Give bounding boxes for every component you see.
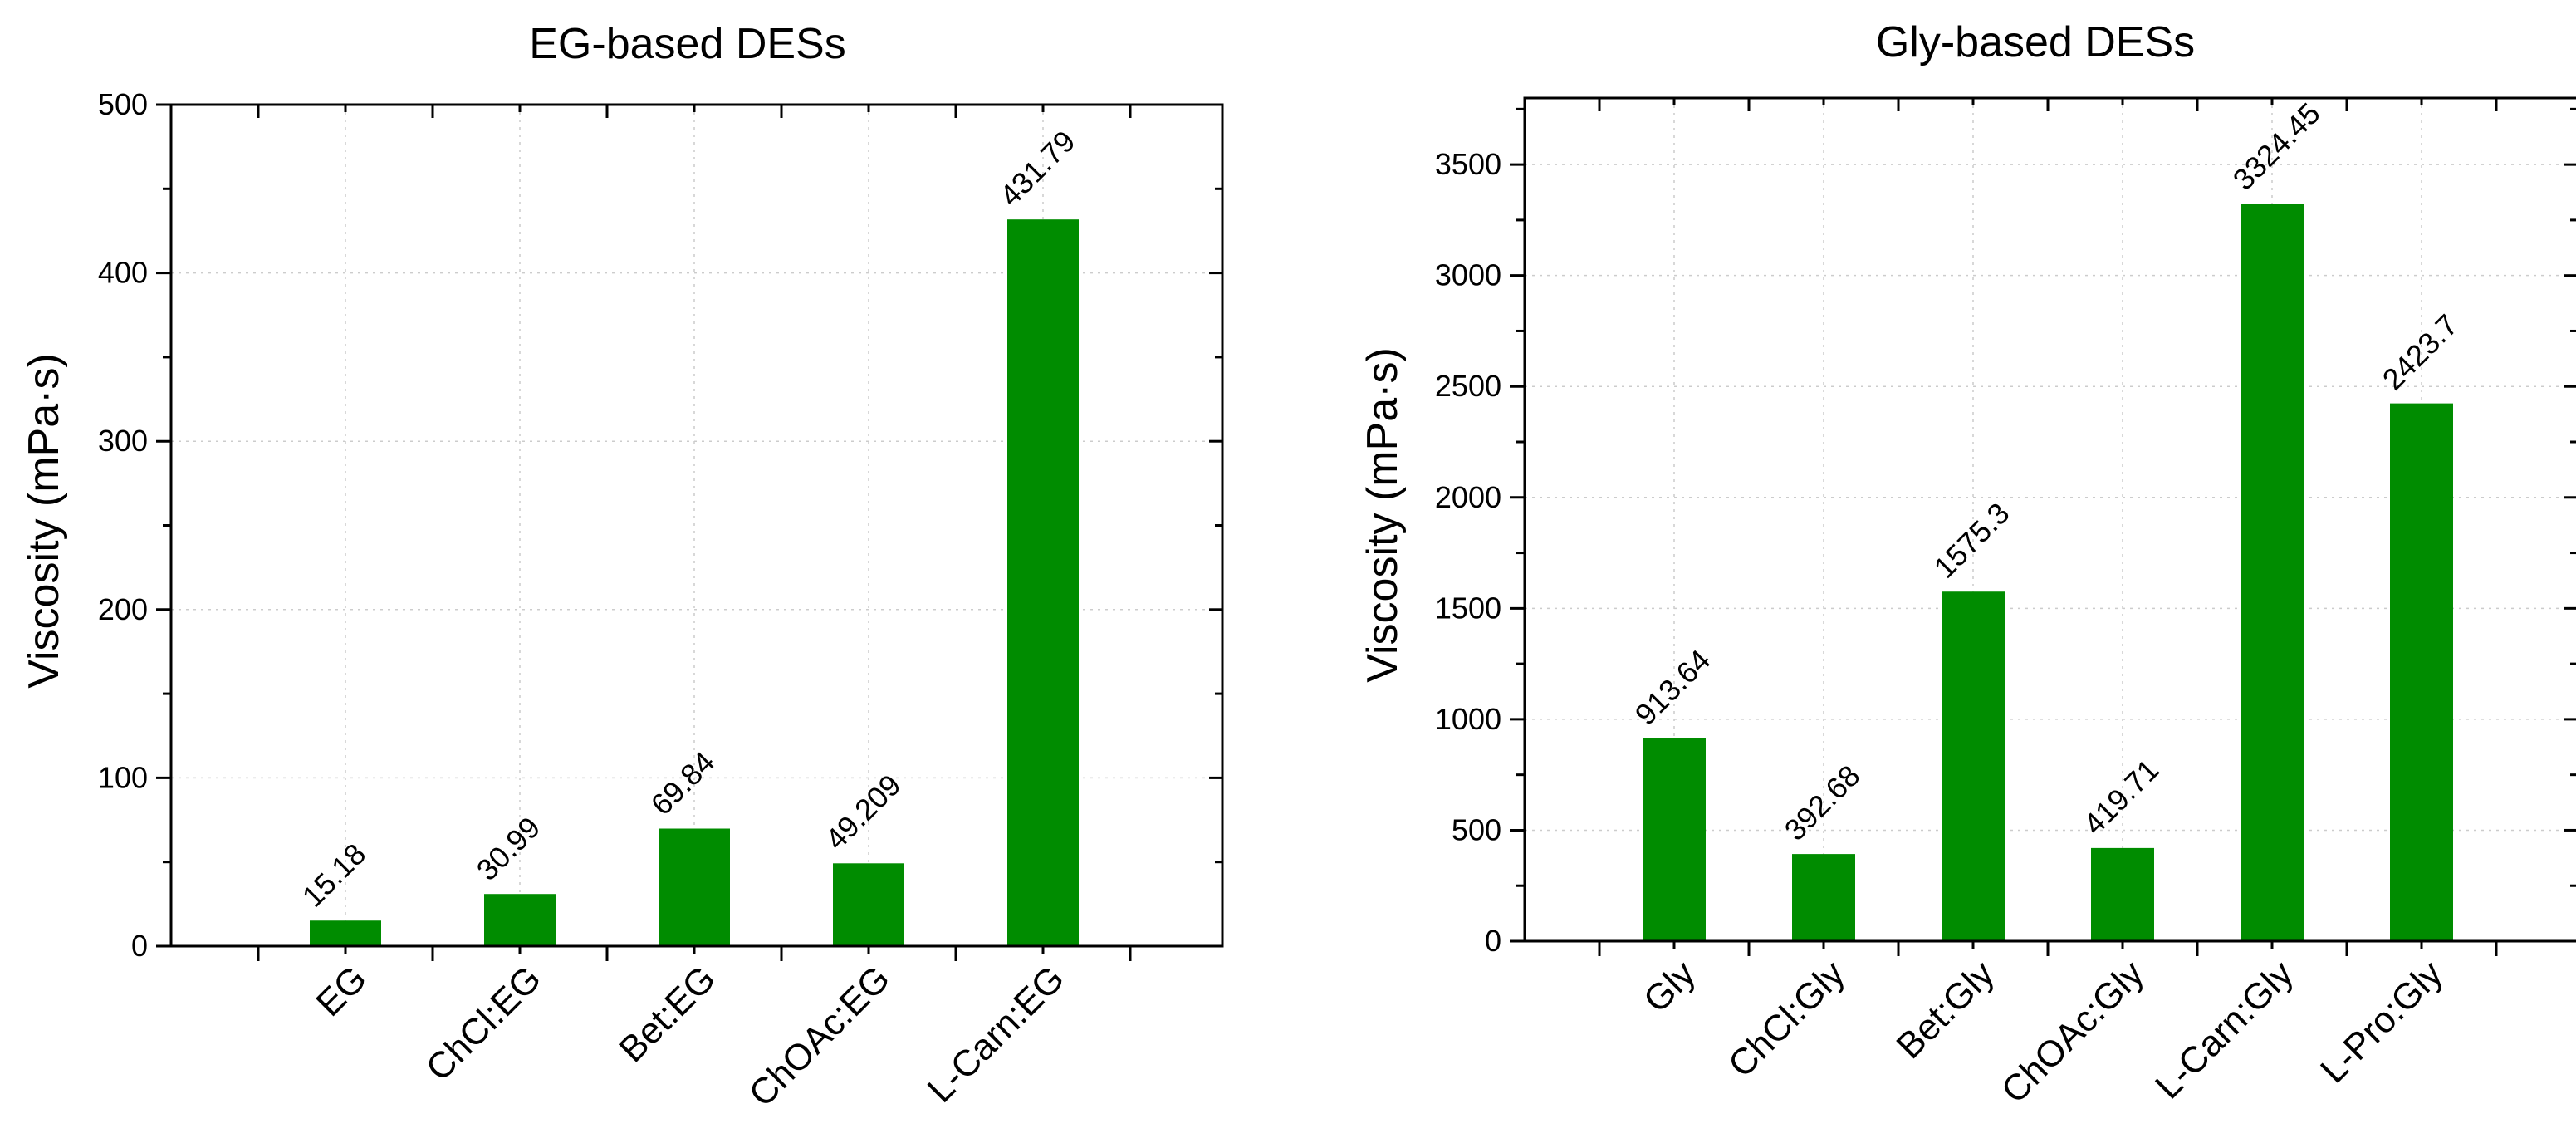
x-tick-label: L-Carn:Gly [2147,953,2301,1106]
x-tick-label: ChCl:EG [419,958,549,1088]
y-tick-label: 100 [98,760,148,794]
data-label: 49.209 [819,768,908,856]
y-tick-label: 0 [131,929,148,963]
bars [1643,204,2453,942]
x-tick-label: L-Carn:EG [920,958,1072,1110]
y-tick-label: 3000 [1435,258,1501,292]
bar [833,863,904,946]
data-label: 69.84 [644,744,722,822]
ticks [1510,98,2576,956]
bar [2091,847,2154,941]
x-tick-label: EG [308,958,375,1024]
y-tick-label: 0 [1485,924,1501,958]
y-tick-label: 300 [98,424,148,458]
bar [659,828,730,946]
x-tick-label: ChOAc:EG [742,958,899,1115]
plot-frame [1523,96,2576,943]
x-tick-label: Gly [1636,953,1703,1020]
chart-eg-based: EG-based DESs Viscosity (mPa·s) 0 100 200 3… [20,20,1224,1115]
y-tick-label: 400 [98,256,148,290]
bar [2241,204,2304,941]
bar [1007,219,1079,946]
x-tick-label: Bet:EG [611,958,723,1070]
x-tick-label: ChOAc:Gly [1994,953,2152,1111]
chart-title: Gly-based DESs [1876,18,2195,66]
y-tick-label: 2500 [1435,369,1501,403]
bar [484,894,556,946]
labels: 0 100 200 300 400 500 15.18 EG 30.99 ChCl:EG 69.84… [98,87,1082,1115]
data-label: 15.18 [296,836,373,914]
y-axis-label: Viscosity (mPa·s) [1359,347,1407,683]
data-label: 1575.3 [1927,496,2016,585]
y-tick-label: 500 [1452,812,1501,846]
x-tick-label: Bet:Gly [1888,953,2002,1067]
bar [310,920,381,946]
data-label: 392.68 [1778,758,1867,847]
data-label: 913.64 [1628,643,1717,732]
data-label: 3324.45 [2226,96,2327,197]
ticks [156,103,1222,961]
chart-gly-based: Gly-based DESs Viscosity (mPa·s) 0 500 100… [1359,18,2576,1111]
y-tick-label: 200 [98,592,148,626]
chart-title: EG-based DESs [529,20,846,68]
data-label: 431.79 [993,124,1082,213]
data-label: 419.71 [2077,753,2166,841]
bar [2390,403,2453,942]
y-tick-label: 1000 [1435,702,1501,736]
y-axis-label: Viscosity (mPa·s) [20,353,68,689]
bar [1643,738,1706,941]
data-label: 30.99 [470,810,547,887]
bar [1792,854,1855,941]
y-tick-label: 3500 [1435,147,1501,181]
bars [310,219,1079,946]
data-label: 2423.7 [2376,307,2465,396]
x-tick-label: L-Pro:Gly [2313,953,2451,1091]
y-tick-label: 500 [98,87,148,121]
x-tick-label: ChCl:Gly [1721,953,1853,1085]
y-tick-label: 1500 [1435,591,1501,625]
y-tick-label: 2000 [1435,480,1501,514]
bar [1942,591,2005,941]
